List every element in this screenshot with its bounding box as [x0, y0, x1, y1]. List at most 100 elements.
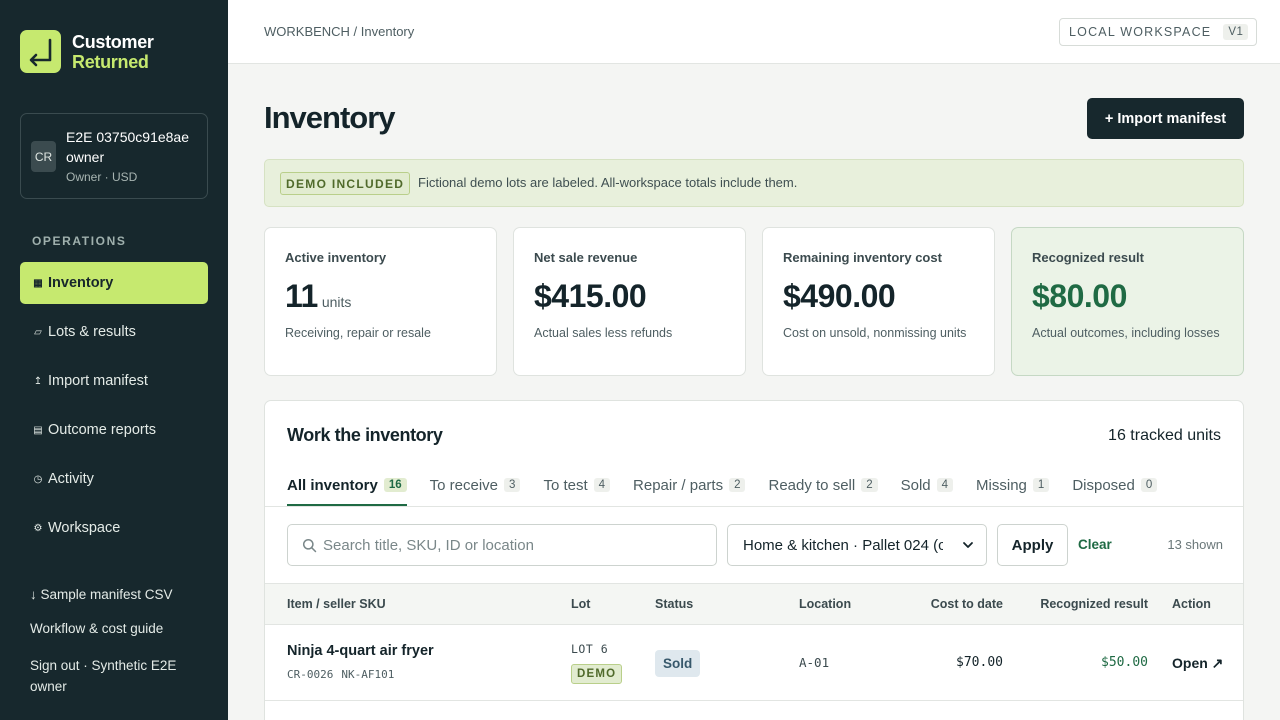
stat-description: Cost on unsold, nonmissing units [783, 326, 967, 340]
result-cell: $50.00 [1101, 655, 1148, 670]
tab-count: 16 [383, 478, 407, 492]
tab-all-inventory[interactable]: All inventory 16 [287, 463, 407, 507]
stat-value: 11 units [285, 278, 351, 315]
demo-banner-text: Fictional demo lots are labeled. All-wor… [418, 175, 798, 190]
workspace-label: LOCAL WORKSPACE [1069, 25, 1212, 39]
sidebar-item-label: Workspace [48, 520, 121, 536]
guide-link[interactable]: Workflow & cost guide [30, 621, 164, 636]
lot-filter-value: Home & kitchen · Pallet 024 (c [743, 536, 943, 554]
stat-value: $415.00 [534, 278, 647, 314]
stat-value: $490.00 [783, 278, 896, 314]
sidebar-item-inventory[interactable]: ▦ Inventory [20, 262, 208, 304]
sidebar-item-activity[interactable]: ◷ Activity [20, 458, 208, 500]
open-link[interactable]: Open ↗ [1172, 655, 1224, 671]
workspace-badge[interactable]: LOCAL WORKSPACE V1 [1059, 18, 1258, 46]
tab-count: 2 [861, 478, 878, 492]
search-box[interactable] [287, 524, 717, 566]
clear-link[interactable]: Clear [1078, 537, 1112, 552]
stat-card-recognized-result: Recognized result $80.00 Actual outcomes… [1011, 227, 1244, 376]
tab-ready-to-sell[interactable]: Ready to sell 2 [768, 463, 878, 507]
item-ids: CR-0026 NK-AF101 [287, 668, 394, 681]
item-id: CR-0026 [287, 668, 334, 681]
stat-card-remaining-cost: Remaining inventory cost $490.00 Cost on… [762, 227, 995, 376]
signout-link[interactable]: Sign out · Synthetic E2E owner [30, 658, 177, 694]
sidebar-item-label: Activity [48, 471, 94, 487]
upload-icon: ↥ [33, 375, 43, 387]
demo-banner: DEMO INCLUDED Fictional demo lots are la… [264, 159, 1244, 207]
tab-disposed[interactable]: Disposed 0 [1072, 463, 1158, 507]
demo-badge: DEMO [571, 664, 623, 684]
search-icon [302, 538, 317, 553]
status-badge: Sold [655, 650, 701, 677]
sidebar-nav: ▦ Inventory ▱ Lots & results ↥ Import ma… [20, 262, 208, 556]
stat-label: Active inventory [285, 250, 387, 265]
item-title[interactable]: Ninja 4-quart air fryer [287, 643, 434, 659]
search-input[interactable] [323, 525, 713, 565]
tab-label: Ready to sell [768, 476, 856, 494]
stat-description: Receiving, repair or resale [285, 326, 431, 340]
column-header-lot: Lot [571, 597, 591, 611]
tab-label: To test [543, 476, 588, 494]
tab-count: 4 [593, 478, 611, 492]
page-title: Inventory [264, 100, 396, 135]
brand-logo-icon [20, 30, 61, 73]
lot-filter-select[interactable]: Home & kitchen · Pallet 024 (c [727, 524, 987, 566]
version-badge: V1 [1223, 24, 1249, 40]
tab-label: All inventory [287, 476, 378, 494]
sample-csv-link[interactable]: ↓ Sample manifest CSV [30, 587, 173, 602]
grid-icon: ▦ [33, 277, 43, 289]
sidebar-item-label: Import manifest [48, 373, 148, 389]
topbar: WORKBENCH / Inventory LOCAL WORKSPACE V1 [228, 0, 1280, 64]
filter-bar: Home & kitchen · Pallet 024 (c Apply Cle… [265, 507, 1243, 583]
stat-label: Recognized result [1032, 250, 1144, 265]
import-manifest-button[interactable]: + Import manifest [1087, 98, 1244, 139]
tab-sold[interactable]: Sold 4 [900, 463, 954, 507]
tab-count: 2 [729, 478, 746, 492]
shown-count: 13 shown [1167, 537, 1223, 552]
sidebar-item-import[interactable]: ↥ Import manifest [20, 360, 208, 402]
stat-value: $80.00 [1032, 278, 1127, 314]
column-header-status: Status [655, 597, 694, 611]
tab-missing[interactable]: Missing 1 [976, 463, 1050, 507]
tab-count: 0 [1140, 478, 1158, 492]
tab-repair-parts[interactable]: Repair / parts 2 [633, 463, 746, 507]
stat-card-net-sale-revenue: Net sale revenue $415.00 Actual sales le… [513, 227, 746, 376]
brand-name-line1: Customer [72, 31, 154, 52]
stat-label: Net sale revenue [534, 250, 638, 265]
nav-heading: OPERATIONS [32, 234, 127, 248]
account-name: E2E 03750c91e8ae owner [66, 129, 189, 165]
stat-description: Actual outcomes, including losses [1032, 326, 1220, 340]
report-icon: ▤ [33, 424, 43, 436]
gear-icon: ⚙ [33, 522, 43, 534]
brand-name: Customer Returned [72, 32, 154, 72]
tab-to-test[interactable]: To test 4 [543, 463, 611, 507]
stat-description: Actual sales less refunds [534, 326, 673, 340]
table-row[interactable]: Ninja 4-quart air fryer CR-0026 NK-AF101 … [265, 625, 1243, 701]
sidebar-item-lots[interactable]: ▱ Lots & results [20, 311, 208, 353]
lot-number: LOT 6 [571, 642, 609, 656]
brand[interactable]: Customer Returned [20, 30, 154, 73]
apply-button[interactable]: Apply [997, 524, 1068, 566]
stat-label: Remaining inventory cost [783, 250, 942, 265]
sidebar: Customer Returned CR E2E 03750c91e8ae ow… [0, 0, 228, 720]
column-header-cost: Cost to date [930, 597, 1003, 611]
tab-to-receive[interactable]: To receive 3 [430, 463, 521, 507]
sidebar-item-reports[interactable]: ▤ Outcome reports [20, 409, 208, 451]
tab-label: Repair / parts [633, 476, 724, 494]
column-header-item: Item / seller SKU [287, 597, 386, 611]
account-role: Owner · USD [66, 170, 138, 184]
tab-label: Missing [976, 476, 1027, 494]
tabs-divider [265, 506, 1243, 507]
sidebar-item-workspace[interactable]: ⚙ Workspace [20, 507, 208, 549]
avatar: CR [31, 141, 56, 172]
column-header-result: Recognized result [1040, 597, 1148, 611]
tab-count: 4 [936, 478, 954, 492]
status-tabs: All inventory 16 To receive 3 To test 4 … [287, 463, 1180, 507]
sidebar-item-label: Lots & results [48, 324, 136, 340]
brand-name-line2: Returned [72, 51, 149, 72]
tab-label: Sold [900, 476, 931, 494]
stat-unit: units [321, 294, 352, 310]
tab-count: 1 [1032, 478, 1050, 492]
account-card[interactable]: CR E2E 03750c91e8ae owner Owner · USD [20, 113, 208, 199]
tracked-units-count: 16 tracked units [1108, 427, 1221, 444]
